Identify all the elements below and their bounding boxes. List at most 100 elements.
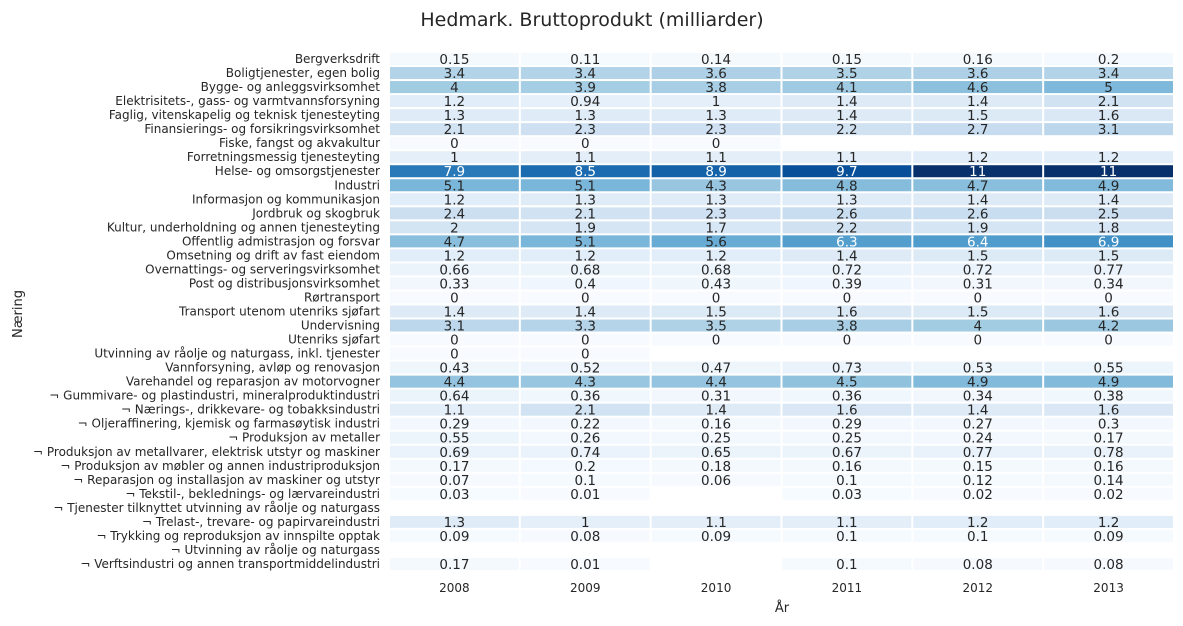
- heatmap-cell: [1044, 277, 1173, 290]
- heatmap-cell: [782, 277, 912, 290]
- x-tick-label: 2009: [570, 581, 601, 595]
- cell-value-label: 1.4: [836, 94, 857, 110]
- cell-value-label: 0.02: [1094, 487, 1124, 503]
- cell-value-label: 0: [973, 333, 982, 349]
- heatmap-cell: [651, 403, 781, 416]
- cell-value-label: 4.8: [836, 178, 857, 194]
- cell-value-label: 2.1: [575, 206, 596, 222]
- cell-value-label: 1.4: [1098, 192, 1119, 208]
- cell-value-label: 1.2: [575, 248, 596, 264]
- heatmap-cell: [1044, 529, 1173, 542]
- heatmap-cell: [913, 375, 1043, 388]
- heatmap-cell: [651, 151, 781, 164]
- cell-value-label: 1.5: [967, 248, 988, 264]
- cell-value-label: 0: [712, 290, 721, 306]
- cell-value-label: 0: [450, 347, 459, 363]
- heatmap-cell: [390, 151, 519, 164]
- heatmap-cell: [782, 179, 912, 192]
- heatmap-cell: [390, 347, 519, 360]
- heatmap-cell: [520, 291, 650, 304]
- heatmap-cell: [1044, 53, 1173, 66]
- x-axis-title: År: [775, 600, 790, 616]
- cell-value-label: 4.3: [575, 375, 596, 391]
- heatmap-cell: [520, 389, 650, 402]
- cell-value-label: 11: [969, 164, 986, 180]
- cell-value-label: 3.6: [967, 66, 988, 82]
- heatmap-cell: [782, 459, 912, 472]
- cell-value-label: 0.16: [1094, 459, 1124, 475]
- heatmap-cell: [1044, 459, 1173, 472]
- row-label: ¬ Trykking og reproduksjon av innspilte …: [96, 529, 380, 543]
- row-label: Helse- og omsorgstjenester: [215, 164, 380, 178]
- heatmap-cell: [1044, 151, 1173, 164]
- cell-value-label: 1.2: [967, 515, 988, 531]
- cell-value-label: 1.4: [836, 248, 857, 264]
- heatmap-cell: [1044, 81, 1173, 94]
- cell-value-label: 2.2: [836, 122, 857, 138]
- heatmap-cell: [520, 165, 650, 178]
- heatmap-cell: [520, 403, 650, 416]
- heatmap-cell: [913, 235, 1043, 248]
- heatmap-cell: [913, 389, 1043, 402]
- heatmap-cell: [651, 53, 781, 66]
- heatmap-cell: [913, 557, 1043, 570]
- heatmap-cell: [1044, 179, 1173, 192]
- heatmap-cell: [913, 81, 1043, 94]
- heatmap-cell: [913, 319, 1043, 332]
- cell-value-label: 3.8: [836, 319, 857, 335]
- cell-value-label: 7.9: [444, 164, 465, 180]
- heatmap-cell: [520, 95, 650, 108]
- cell-value-label: 0.53: [963, 361, 993, 377]
- heatmap-cell: [520, 431, 650, 444]
- heatmap-cell: [651, 431, 781, 444]
- cell-value-label: 1: [581, 515, 590, 531]
- heatmap-cell: [651, 291, 781, 304]
- heatmap-cell: [913, 151, 1043, 164]
- heatmap-cell: [651, 277, 781, 290]
- row-label: Utvinning av råolje og naturgass, inkl. …: [94, 347, 380, 361]
- row-label: ¬ Tjenester tilknyttet utvinning av råol…: [53, 501, 380, 515]
- cell-value-label: 0.08: [963, 557, 993, 573]
- cell-value-label: 0.15: [963, 459, 993, 475]
- heatmap-cell: [520, 417, 650, 430]
- heatmap-cell: [782, 207, 912, 220]
- cell-value-label: 0: [581, 290, 590, 306]
- row-label: ¬ Produksjon av metaller: [228, 431, 380, 445]
- cell-value-label: 0: [712, 333, 721, 349]
- heatmap-cell: [390, 375, 519, 388]
- cell-value-label: 4: [973, 319, 982, 335]
- cell-value-label: 4.5: [836, 375, 857, 391]
- heatmap-cell: [651, 445, 781, 458]
- cell-value-label: 0.38: [1094, 389, 1124, 405]
- heatmap-cell: [520, 333, 650, 346]
- cell-value-label: 1.2: [967, 150, 988, 166]
- cell-value-label: 0.02: [963, 487, 993, 503]
- heatmap-cell: [1044, 193, 1173, 206]
- heatmap-cell: [651, 109, 781, 122]
- cell-value-label: 1.4: [575, 305, 596, 321]
- heatmap-cell: [1044, 165, 1173, 178]
- heatmap-cell: [651, 221, 781, 234]
- heatmap-cell: [390, 487, 519, 500]
- cell-value-label: 0.31: [963, 276, 993, 292]
- heatmap-cell: [651, 235, 781, 248]
- x-tick-label: 2012: [962, 581, 993, 595]
- heatmap-cell: [651, 67, 781, 80]
- cell-value-label: 0: [450, 290, 459, 306]
- cell-value-label: 0.68: [701, 262, 731, 278]
- heatmap-cell: [1044, 291, 1173, 304]
- cell-value-label: 0.55: [439, 431, 469, 447]
- cell-value-label: 4.4: [705, 375, 726, 391]
- cell-value-label: 0.14: [701, 52, 731, 68]
- cell-value-label: 0.01: [570, 557, 600, 573]
- cell-value-label: 0.2: [575, 459, 596, 475]
- heatmap-cell: [1044, 515, 1173, 528]
- heatmap-cell: [651, 165, 781, 178]
- cell-value-label: 4.7: [967, 178, 988, 194]
- cell-value-label: 1.6: [1098, 403, 1119, 419]
- heatmap-cell: [782, 235, 912, 248]
- heatmap-cell: [520, 375, 650, 388]
- cell-value-label: 1: [712, 94, 721, 110]
- heatmap-cell: [520, 137, 650, 150]
- row-label: Omsetning og drift av fast eiendom: [166, 248, 380, 262]
